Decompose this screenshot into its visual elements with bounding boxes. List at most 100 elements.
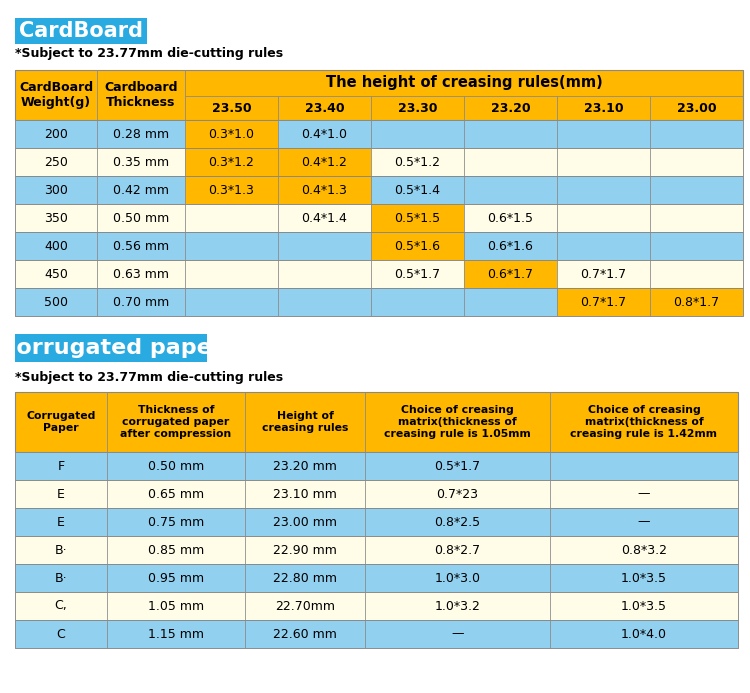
- Text: 0.8*3.2: 0.8*3.2: [621, 543, 667, 556]
- Text: 350: 350: [44, 211, 68, 225]
- Bar: [557, 288, 650, 316]
- Text: 400: 400: [44, 240, 68, 252]
- Bar: [365, 452, 550, 480]
- Bar: [365, 620, 550, 648]
- Bar: [245, 592, 365, 620]
- Text: 22.90 mm: 22.90 mm: [273, 543, 337, 556]
- Bar: [557, 96, 650, 120]
- Bar: [15, 120, 743, 148]
- Text: 0.5*1.7: 0.5*1.7: [434, 459, 481, 473]
- Bar: [550, 392, 738, 452]
- Text: The height of creasing rules(mm): The height of creasing rules(mm): [326, 76, 602, 91]
- Bar: [464, 288, 557, 316]
- Text: 500: 500: [44, 295, 68, 308]
- Text: 0.28 mm: 0.28 mm: [113, 128, 169, 141]
- Bar: [278, 148, 371, 176]
- Text: 1.0*3.5: 1.0*3.5: [621, 599, 667, 613]
- Bar: [550, 536, 738, 564]
- Bar: [15, 480, 107, 508]
- Text: 0.6*1.7: 0.6*1.7: [488, 267, 533, 281]
- Bar: [15, 452, 738, 480]
- Text: E: E: [57, 487, 65, 500]
- Bar: [650, 120, 743, 148]
- Text: 1.15 mm: 1.15 mm: [148, 627, 204, 640]
- Text: 0.3*1.3: 0.3*1.3: [209, 184, 254, 197]
- Bar: [365, 564, 550, 592]
- Bar: [550, 564, 738, 592]
- Text: 0.3*1.2: 0.3*1.2: [209, 155, 254, 168]
- Bar: [15, 204, 97, 232]
- Text: Choice of creasing
matrix(thickness of
creasing rule is 1.42mm: Choice of creasing matrix(thickness of c…: [571, 405, 718, 439]
- Text: 23.20: 23.20: [490, 101, 530, 114]
- Bar: [15, 392, 738, 452]
- Bar: [278, 232, 371, 260]
- Text: 0.65 mm: 0.65 mm: [148, 487, 204, 500]
- Text: F: F: [58, 459, 64, 473]
- Bar: [278, 96, 371, 120]
- Bar: [15, 620, 738, 648]
- Bar: [15, 18, 147, 44]
- Text: 0.7*23: 0.7*23: [436, 487, 478, 500]
- Bar: [15, 260, 743, 288]
- Bar: [650, 260, 743, 288]
- Bar: [15, 120, 97, 148]
- Bar: [15, 508, 107, 536]
- Bar: [107, 564, 245, 592]
- Text: 0.5*1.5: 0.5*1.5: [394, 211, 440, 225]
- Bar: [97, 204, 185, 232]
- Bar: [650, 232, 743, 260]
- Text: Cardboard
Thickness: Cardboard Thickness: [104, 81, 178, 109]
- Text: 0.4*1.4: 0.4*1.4: [302, 211, 347, 225]
- Text: 0.50 mm: 0.50 mm: [112, 211, 170, 225]
- Bar: [97, 232, 185, 260]
- Bar: [15, 480, 738, 508]
- Bar: [107, 480, 245, 508]
- Text: B·: B·: [55, 572, 68, 584]
- Bar: [97, 148, 185, 176]
- Text: 23.00 mm: 23.00 mm: [273, 516, 337, 529]
- Bar: [245, 536, 365, 564]
- Bar: [185, 260, 278, 288]
- Bar: [557, 260, 650, 288]
- Bar: [557, 176, 650, 204]
- Bar: [557, 232, 650, 260]
- Bar: [550, 620, 738, 648]
- Bar: [464, 232, 557, 260]
- Bar: [15, 508, 738, 536]
- Text: 22.70mm: 22.70mm: [275, 599, 335, 613]
- Bar: [371, 260, 464, 288]
- Bar: [365, 392, 550, 452]
- Bar: [15, 536, 738, 564]
- Text: 23.50: 23.50: [211, 101, 251, 114]
- Text: 1.0*3.5: 1.0*3.5: [621, 572, 667, 584]
- Bar: [15, 452, 107, 480]
- Bar: [550, 480, 738, 508]
- Bar: [15, 176, 97, 204]
- Text: 0.63 mm: 0.63 mm: [113, 267, 169, 281]
- Text: Corrugated paper: Corrugated paper: [0, 338, 222, 358]
- Bar: [278, 204, 371, 232]
- Text: 450: 450: [44, 267, 68, 281]
- Text: 250: 250: [44, 155, 68, 168]
- Text: 0.6*1.6: 0.6*1.6: [488, 240, 533, 252]
- Bar: [650, 204, 743, 232]
- Text: 0.5*1.6: 0.5*1.6: [394, 240, 440, 252]
- Bar: [185, 148, 278, 176]
- Text: —: —: [638, 487, 650, 500]
- Bar: [365, 536, 550, 564]
- Text: 1.0*3.2: 1.0*3.2: [434, 599, 481, 613]
- Text: 23.20 mm: 23.20 mm: [273, 459, 337, 473]
- Text: *Subject to 23.77mm die-cutting rules: *Subject to 23.77mm die-cutting rules: [15, 48, 284, 60]
- Bar: [371, 96, 464, 120]
- Bar: [371, 288, 464, 316]
- Text: 0.8*2.7: 0.8*2.7: [434, 543, 481, 556]
- Bar: [557, 204, 650, 232]
- Text: 23.30: 23.30: [398, 101, 437, 114]
- Bar: [15, 70, 743, 120]
- Text: 0.85 mm: 0.85 mm: [148, 543, 204, 556]
- Bar: [107, 508, 245, 536]
- Bar: [278, 260, 371, 288]
- Bar: [185, 176, 278, 204]
- Text: 0.70 mm: 0.70 mm: [112, 295, 170, 308]
- Bar: [371, 120, 464, 148]
